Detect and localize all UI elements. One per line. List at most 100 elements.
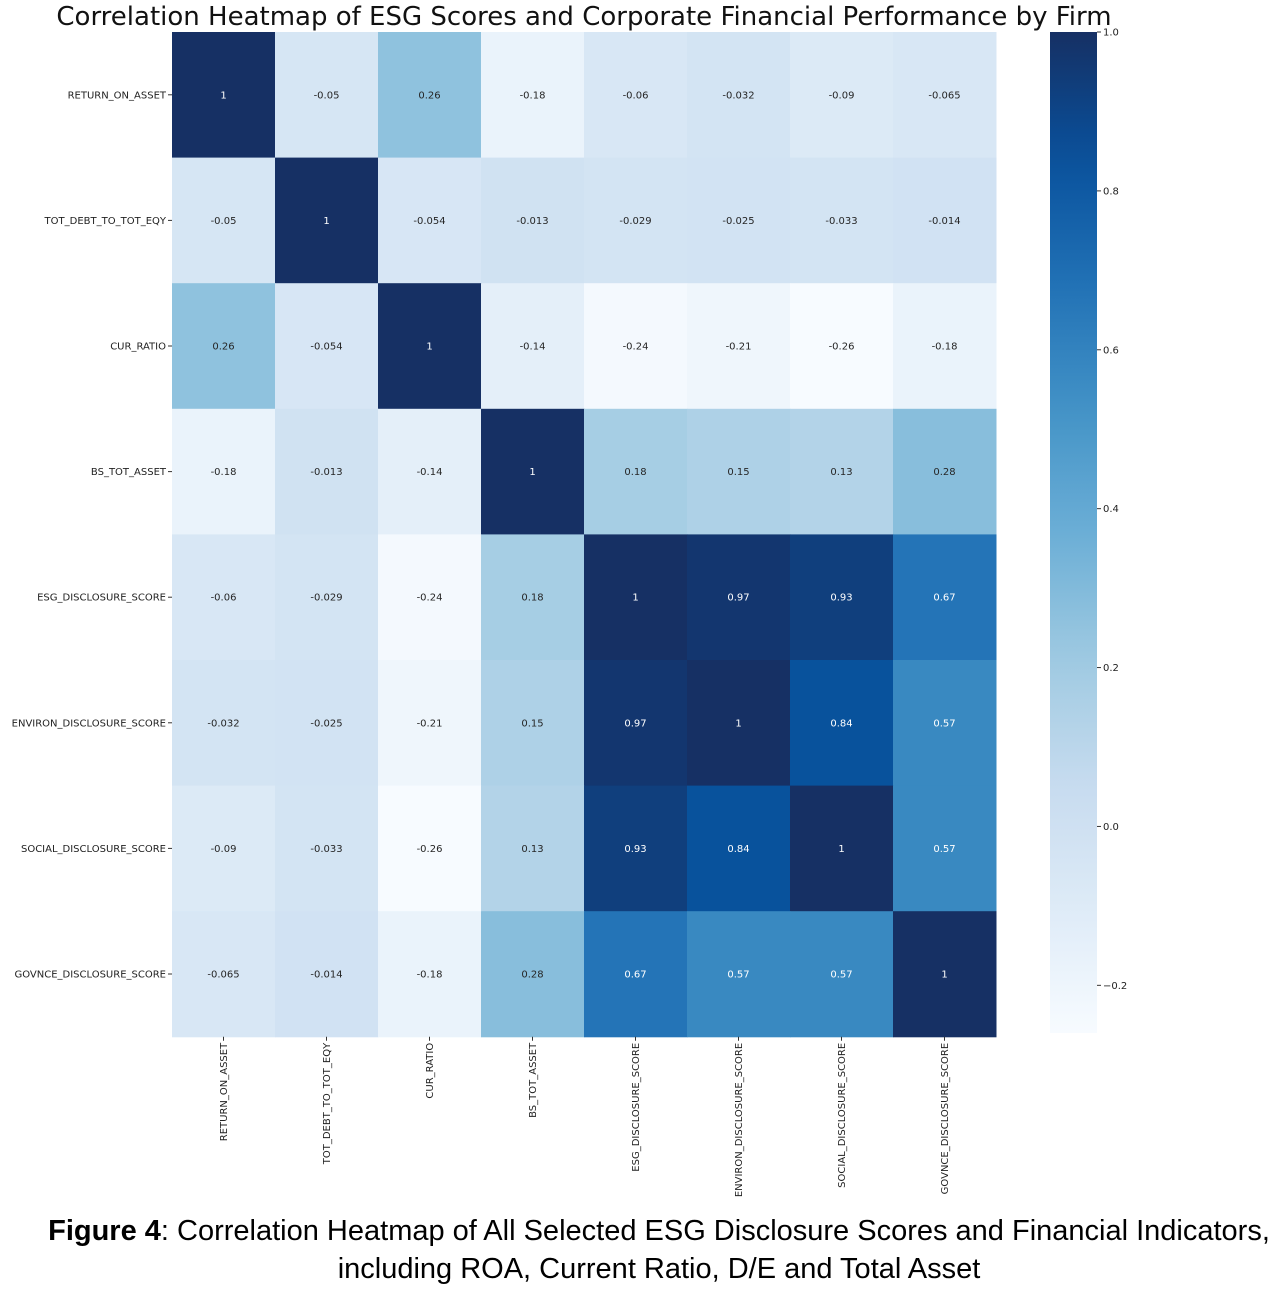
cell-value-label: -0.032 — [722, 90, 754, 101]
heatmap-cell — [481, 32, 585, 159]
heatmap-cell — [584, 660, 688, 787]
cell-value-label: -0.054 — [413, 216, 445, 227]
heatmap-cell — [378, 534, 482, 661]
cell-value-label: 1 — [426, 342, 432, 353]
cell-value-label: 0.57 — [830, 970, 852, 981]
heatmap-chart: 1 -0.05 0.26 -0.18 -0.06 -0.032 -0.09 -0.065 -0.… — [12, 28, 1128, 1198]
heatmap-cell — [584, 32, 688, 159]
cell-value-label: 0.13 — [521, 844, 543, 855]
cell-value-label: 0.18 — [521, 593, 543, 604]
y-tick-label: RETURN_ON_ASSET — [68, 90, 167, 101]
heatmap-cell — [275, 157, 379, 284]
colorbar-tick-label: 0.2 — [1103, 663, 1119, 674]
cell-value-label: 0.15 — [521, 718, 543, 729]
heatmap-cell — [172, 408, 276, 535]
heatmap-cell — [584, 534, 688, 661]
heatmap-cell — [687, 785, 791, 912]
heatmap-cell — [584, 283, 688, 410]
cell-value-label: -0.025 — [310, 718, 342, 729]
cell-value-label: -0.26 — [829, 342, 855, 353]
cell-value-label: -0.05 — [211, 216, 237, 227]
heatmap-cell — [687, 660, 791, 787]
cell-value-label: 0.93 — [624, 844, 646, 855]
heatmap-cell — [481, 408, 585, 535]
cell-value-label: 0.28 — [933, 467, 955, 478]
x-tick-label: BS_TOT_ASSET — [528, 1042, 539, 1118]
cell-value-label: -0.029 — [310, 593, 342, 604]
heatmap-cell — [687, 157, 791, 284]
cell-value-label: 1 — [941, 970, 947, 981]
heatmap-cell — [481, 660, 585, 787]
cell-value-label: 0.97 — [727, 593, 749, 604]
cell-value-label: 1 — [735, 718, 741, 729]
heatmap-cell — [481, 283, 585, 410]
y-tick-label: BS_TOT_ASSET — [91, 467, 167, 478]
heatmap-cell — [378, 157, 482, 284]
heatmap-cell — [481, 534, 585, 661]
heatmap-cell — [687, 408, 791, 535]
heatmap-cell — [893, 534, 997, 661]
cell-value-label: -0.14 — [417, 467, 443, 478]
heatmap-cells: 1 -0.05 0.26 -0.18 -0.06 -0.032 -0.09 -0.065 -0.… — [172, 32, 997, 1038]
heatmap-cell — [275, 534, 379, 661]
cell-value-label: 1 — [220, 90, 226, 101]
cell-value-label: -0.24 — [623, 342, 649, 353]
y-tick-label: ENVIRON_DISCLOSURE_SCORE — [12, 718, 166, 729]
cell-value-label: -0.06 — [623, 90, 649, 101]
heatmap-cell — [481, 785, 585, 912]
heatmap-cell — [790, 660, 894, 787]
cell-value-label: 0.57 — [727, 970, 749, 981]
cell-value-label: -0.24 — [417, 593, 443, 604]
colorbar-tick-label: −0.2 — [1103, 981, 1127, 992]
heatmap-cell — [172, 785, 276, 912]
heatmap-cell — [172, 157, 276, 284]
heatmap-cell — [378, 408, 482, 535]
cell-value-label: -0.065 — [207, 970, 239, 981]
cell-value-label: 0.57 — [933, 718, 955, 729]
heatmap-cell — [687, 283, 791, 410]
cell-value-label: 0.57 — [933, 844, 955, 855]
cell-value-label: 0.67 — [933, 593, 955, 604]
cell-value-label: 1 — [323, 216, 329, 227]
heatmap-cell — [790, 911, 894, 1038]
heatmap-cell — [172, 32, 276, 159]
cell-value-label: -0.21 — [417, 718, 443, 729]
cell-value-label: -0.18 — [932, 342, 958, 353]
x-tick-label: CUR_RATIO — [425, 1043, 436, 1099]
y-tick-label: SOCIAL_DISCLOSURE_SCORE — [21, 844, 166, 855]
heatmap-cell — [275, 785, 379, 912]
y-axis-labels: RETURN_ON_ASSET TOT_DEBT_TO_TOT_EQY CUR_RA… — [12, 90, 172, 981]
heatmap-cell — [893, 32, 997, 159]
cell-value-label: -0.18 — [417, 970, 443, 981]
heatmap-cell — [172, 911, 276, 1038]
cell-value-label: 0.84 — [830, 718, 852, 729]
cell-value-label: -0.054 — [310, 342, 342, 353]
figure-label: Figure 4 — [48, 1215, 161, 1247]
heatmap-cell — [378, 911, 482, 1038]
heatmap-cell — [687, 32, 791, 159]
cell-value-label: 0.28 — [521, 970, 543, 981]
heatmap-cell — [275, 911, 379, 1038]
heatmap-cell — [893, 785, 997, 912]
heatmap-cell — [893, 408, 997, 535]
heatmap-cell — [275, 408, 379, 535]
cell-value-label: -0.21 — [726, 342, 752, 353]
heatmap-cell — [481, 157, 585, 284]
heatmap-cell — [687, 534, 791, 661]
x-tick-label: TOT_DEBT_TO_TOT_EQY — [322, 1042, 333, 1165]
cell-value-label: 0.18 — [624, 467, 646, 478]
x-tick-label: ESG_DISCLOSURE_SCORE — [631, 1043, 642, 1172]
cell-value-label: -0.033 — [825, 216, 857, 227]
heatmap-cell — [584, 157, 688, 284]
y-tick-label: ESG_DISCLOSURE_SCORE — [37, 593, 166, 604]
cell-value-label: -0.025 — [722, 216, 754, 227]
cell-value-label: 0.26 — [212, 342, 234, 353]
heatmap-cell — [481, 911, 585, 1038]
cell-value-label: -0.06 — [211, 593, 237, 604]
heatmap-cell — [893, 911, 997, 1038]
colorbar-tick-label: 0.0 — [1103, 822, 1119, 833]
cell-value-label: -0.029 — [619, 216, 651, 227]
heatmap-cell — [275, 32, 379, 159]
heatmap-cell — [275, 660, 379, 787]
cell-value-label: 0.93 — [830, 593, 852, 604]
